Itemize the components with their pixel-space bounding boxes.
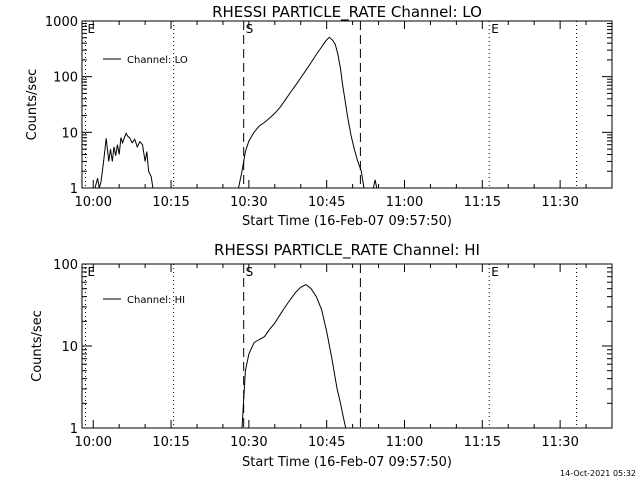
event-marker-label: E xyxy=(87,22,95,36)
chart-hi-channel: RHESSI PARTICLE_RATE Channel: HI 10:00 10:… xyxy=(30,241,613,470)
plot-frame xyxy=(81,20,613,189)
x-tick-label: 10:30 xyxy=(230,435,267,450)
y-tick-label: 1 xyxy=(70,422,78,437)
x-tick-label: 11:00 xyxy=(386,195,423,210)
series-line-segment xyxy=(241,284,347,429)
x-tick-label: 10:30 xyxy=(230,195,267,210)
x-tick-label: 10:00 xyxy=(75,435,112,450)
series-line-segment xyxy=(372,179,378,189)
series-line-segment xyxy=(94,132,154,189)
x-tick-label: 11:30 xyxy=(541,435,578,450)
x-tick-label: 11:00 xyxy=(386,435,423,450)
series-line-segment xyxy=(238,36,365,189)
x-tick-label: 10:15 xyxy=(152,435,189,450)
event-marker-label: S xyxy=(246,265,254,279)
legend-label: Channel: LO xyxy=(127,55,188,66)
chart-title: RHESSI PARTICLE_RATE Channel: LO xyxy=(212,3,482,22)
x-tick-label: 11:30 xyxy=(541,195,578,210)
event-marker-label: E xyxy=(491,265,499,279)
legend-label: Channel: HI xyxy=(127,295,185,306)
y-tick-label: 100 xyxy=(53,258,78,273)
x-tick-label: 10:45 xyxy=(308,195,345,210)
y-tick-label: 10 xyxy=(61,126,78,141)
x-axis-label: Start Time (16-Feb-07 09:57:50) xyxy=(242,214,452,229)
x-axis-label: Start Time (16-Feb-07 09:57:50) xyxy=(242,455,452,470)
x-tick-label: 11:15 xyxy=(464,195,501,210)
y-axis-label: Counts/sec xyxy=(25,69,40,141)
footer-timestamp: 14-Oct-2021 05:32 xyxy=(560,469,636,478)
x-tick-label: 10:00 xyxy=(75,195,112,210)
chart-title: RHESSI PARTICLE_RATE Channel: HI xyxy=(214,241,480,260)
y-tick-label: 1 xyxy=(70,182,78,197)
y-tick-label: 1000 xyxy=(45,15,78,30)
chart-lo-channel: RHESSI PARTICLE_RATE Channel: LO 10:00 10:… xyxy=(25,3,613,229)
event-marker-label: E xyxy=(491,22,499,36)
y-axis-label: Counts/sec xyxy=(30,310,45,382)
event-marker-label: S xyxy=(246,22,254,36)
plot-frame xyxy=(81,263,613,429)
x-tick-label: 10:45 xyxy=(308,435,345,450)
event-marker-label: E xyxy=(87,265,95,279)
y-tick-label: 100 xyxy=(53,71,78,86)
x-tick-label: 10:15 xyxy=(152,195,189,210)
y-tick-label: 10 xyxy=(61,340,78,355)
x-tick-label: 11:15 xyxy=(464,435,501,450)
